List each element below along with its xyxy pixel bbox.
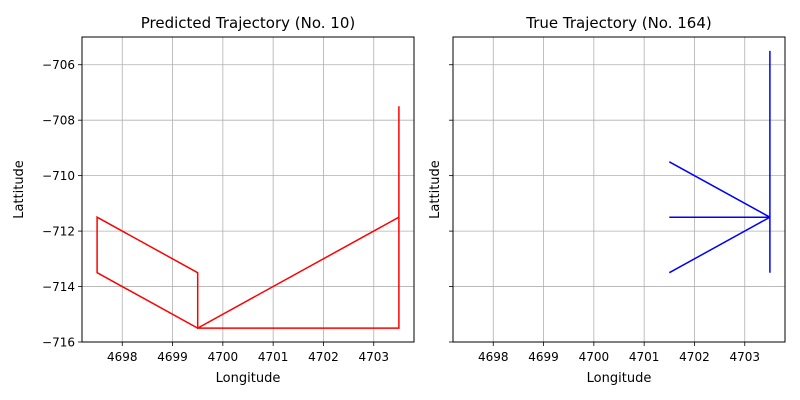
left-chart-xtick-label: 4698 xyxy=(107,350,138,364)
left-chart-panel: 4698 4699 4700 4701 4702 4703 −716 −714 −712 −710… xyxy=(12,14,415,386)
right-chart-panel: 4698 4699 4700 4701 4702 4703 True Trajectory… xyxy=(428,14,786,386)
left-chart-ytick-label: −710 xyxy=(42,169,75,183)
right-chart-frame xyxy=(452,36,786,343)
left-chart-ytick-label: −706 xyxy=(42,58,75,72)
right-chart-xlabel: Longitude xyxy=(587,371,652,386)
left-chart-ytick-label: −716 xyxy=(42,336,75,350)
left-chart-grid xyxy=(82,37,414,343)
right-chart-xtick-label: 4703 xyxy=(729,350,760,364)
left-chart-ticks: 4698 4699 4700 4701 4702 4703 −716 −714 −712 −710… xyxy=(42,58,389,364)
left-chart-xtick-label: 4701 xyxy=(258,350,289,364)
left-chart-ytick-label: −712 xyxy=(42,225,75,239)
right-chart-ylabel: Lattitude xyxy=(428,160,443,219)
left-chart-lines xyxy=(96,106,400,330)
right-chart-xtick-label: 4699 xyxy=(528,350,559,364)
left-chart-xtick-label: 4702 xyxy=(308,350,339,364)
left-chart-xtick-label: 4700 xyxy=(208,350,239,364)
left-chart-frame xyxy=(81,36,415,343)
right-chart-xtick-label: 4702 xyxy=(679,350,710,364)
right-chart-xtick-label: 4700 xyxy=(579,350,610,364)
right-chart-trajectory-line xyxy=(668,50,771,274)
left-chart-xtick-label: 4703 xyxy=(358,350,389,364)
left-chart-xlabel: Longitude xyxy=(216,371,281,386)
left-chart-ytick-label: −714 xyxy=(42,280,75,294)
right-chart-lines xyxy=(668,50,771,274)
right-chart-ticks: 4698 4699 4700 4701 4702 4703 xyxy=(449,64,760,364)
left-chart-title: Predicted Trajectory (No. 10) xyxy=(141,14,355,32)
right-chart-xtick-label: 4701 xyxy=(629,350,660,364)
right-chart-title: True Trajectory (No. 164) xyxy=(525,14,711,32)
left-chart-trajectory-line xyxy=(96,106,400,330)
left-chart-ylabel: Lattitude xyxy=(12,160,27,219)
right-chart-xtick-label: 4698 xyxy=(478,350,509,364)
left-chart-ytick-label: −708 xyxy=(42,114,75,128)
left-chart-xtick-label: 4699 xyxy=(157,350,188,364)
